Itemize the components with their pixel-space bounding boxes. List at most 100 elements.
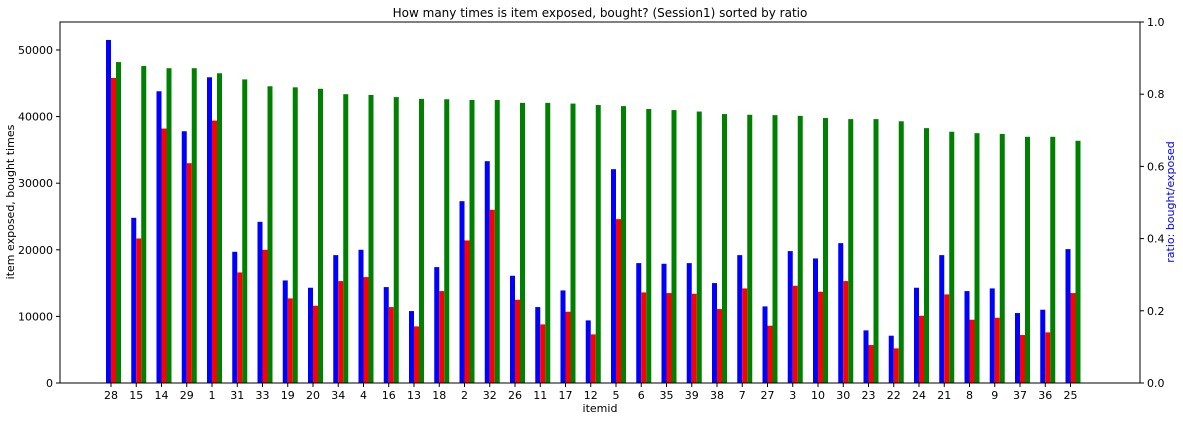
bar-bought	[439, 291, 445, 383]
bar-bought	[919, 315, 924, 383]
bar-ratio	[520, 102, 525, 384]
bar-bought	[742, 288, 748, 383]
bar-exposed	[434, 267, 440, 383]
x-tick-label: 39	[685, 389, 699, 402]
bar-ratio	[217, 73, 222, 383]
bar-exposed	[535, 307, 541, 383]
bar-bought	[136, 238, 142, 383]
bar-bought	[792, 285, 798, 383]
bar-bought	[641, 292, 647, 383]
bar-bought	[843, 281, 849, 383]
bar-exposed	[762, 306, 768, 383]
x-tick-label: 32	[483, 389, 497, 402]
bar-bought	[767, 325, 773, 383]
bar-bought	[616, 219, 621, 383]
y2-tick-label: 0.8	[1147, 88, 1165, 101]
x-tick-label: 7	[739, 389, 746, 402]
x-tick-label: 17	[559, 389, 573, 402]
bar-ratio	[797, 115, 803, 384]
bar-ratio	[772, 115, 778, 383]
bar-ratio	[267, 86, 273, 383]
x-tick-label: 11	[533, 389, 547, 402]
x-tick-label: 3	[789, 389, 796, 402]
bar-exposed	[611, 169, 616, 383]
x-tick-label: 16	[382, 389, 396, 402]
x-tick-label: 6	[638, 389, 645, 402]
bar-bought	[590, 334, 596, 383]
bar-exposed	[813, 258, 818, 383]
x-tick-label: 37	[1013, 389, 1027, 402]
bar-bought	[1020, 335, 1025, 383]
bar-ratio	[999, 133, 1005, 383]
bar-ratio	[545, 102, 551, 384]
x-tick-label: 12	[584, 389, 598, 402]
bar-ratio	[848, 119, 854, 384]
bar-ratio	[166, 68, 172, 384]
bar-exposed	[737, 255, 743, 383]
bar-exposed	[282, 280, 288, 383]
bar-exposed	[257, 221, 263, 383]
x-tick-label: 5	[613, 389, 620, 402]
bar-bought	[565, 311, 571, 383]
x-tick-label: 19	[281, 389, 295, 402]
x-tick-label: 27	[761, 389, 775, 402]
x-tick-label: 8	[966, 389, 973, 402]
bar-bought	[666, 293, 672, 383]
bar-bought	[717, 309, 722, 383]
x-tick-label: 2	[461, 389, 468, 402]
bar-exposed	[207, 77, 212, 383]
bar-bought	[414, 326, 419, 383]
bar-ratio	[419, 98, 424, 383]
bar-ratio	[949, 131, 955, 383]
bar-bought	[262, 249, 268, 383]
x-tick-label: 1	[209, 389, 216, 402]
bar-ratio	[747, 114, 753, 383]
bar-ratio	[671, 110, 677, 383]
bar-exposed	[232, 251, 238, 383]
bar-bought	[237, 272, 243, 383]
x-tick-label: 34	[331, 389, 345, 402]
x-tick-label: 26	[508, 389, 522, 402]
x-tick-label: 18	[432, 389, 446, 402]
bar-bought	[313, 305, 318, 383]
bar-bought	[186, 163, 192, 383]
bar-exposed	[888, 335, 894, 383]
y-tick-label: 10000	[18, 310, 53, 323]
bar-bought	[893, 348, 899, 383]
bar-exposed	[358, 249, 364, 383]
chart-title: How many times is item exposed, bought? …	[393, 6, 808, 20]
bar-ratio	[469, 99, 475, 383]
bar-ratio	[494, 99, 500, 383]
x-tick-label: 30	[836, 389, 850, 402]
bar-bought	[388, 307, 394, 383]
bar-ratio	[823, 118, 828, 383]
bar-exposed	[964, 291, 970, 383]
x-tick-label: 20	[306, 389, 320, 402]
y-tick-label: 50000	[18, 44, 53, 57]
bar-exposed	[939, 255, 945, 383]
y2-tick-label: 0.6	[1147, 160, 1165, 173]
bar-ratio	[595, 105, 601, 383]
bar-ratio	[368, 94, 374, 384]
x-tick-label: 31	[230, 389, 244, 402]
x-axis-label: itemid	[583, 402, 618, 415]
y-tick-label: 20000	[18, 244, 53, 257]
bar-bought	[868, 345, 874, 383]
x-tick-label: 23	[862, 389, 876, 402]
bar-ratio	[444, 99, 450, 383]
x-tick-label: 36	[1038, 389, 1052, 402]
bar-exposed	[181, 131, 187, 383]
x-tick-label: 24	[912, 389, 926, 402]
bar-bought	[1045, 332, 1051, 383]
bar-ratio	[873, 119, 879, 384]
x-tick-label: 4	[360, 389, 367, 402]
bar-exposed	[787, 251, 793, 383]
plot-frame	[59, 21, 1141, 384]
bar-exposed	[510, 275, 515, 383]
bar-bought	[111, 77, 116, 383]
bar-ratio	[974, 133, 980, 383]
bar-exposed	[863, 330, 869, 383]
bar-ratio	[141, 66, 147, 383]
y2-tick-label: 0.0	[1147, 377, 1165, 390]
